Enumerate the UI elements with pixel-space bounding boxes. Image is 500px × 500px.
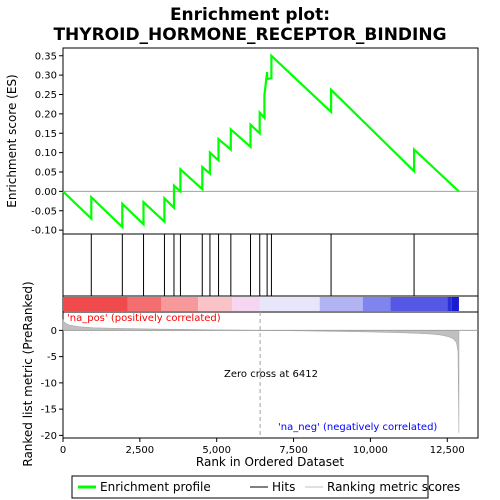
x-axis-label: Rank in Ordered Dataset	[196, 455, 344, 469]
legend-hits-label: Hits	[272, 480, 295, 494]
metric-area	[62, 318, 460, 433]
es-tick-label: -0.10	[31, 226, 57, 237]
legend-metric-label: Ranking metric scores	[327, 480, 460, 494]
es-tick-label: -0.05	[31, 206, 57, 217]
metric-layer	[62, 312, 478, 438]
chart-title-line1: Enrichment plot:	[170, 5, 330, 25]
ranked-bar-segment	[390, 297, 448, 311]
ranked-bar-segment	[362, 297, 391, 311]
ranked-bar-layer	[63, 297, 459, 311]
es-tick-label: 0.35	[35, 51, 57, 62]
metric-tick-label: -20	[41, 431, 57, 442]
ranked-bar-segment	[63, 297, 128, 311]
es-tick-label: 0.30	[35, 71, 57, 82]
x-tick-label: 12,500	[430, 445, 465, 456]
x-tick-label: 0	[60, 445, 66, 456]
legend-profile-label: Enrichment profile	[100, 480, 211, 494]
axes-layer: -0.10 -0.05 0.00 0.05 0.10 0.15 0.20 0.25 0.30 0.…	[31, 51, 465, 456]
chart-title-line2: THYROID_HORMONE_RECEPTOR_BINDING	[53, 25, 446, 45]
ranked-bar-segment	[161, 297, 199, 311]
neg-correlated-label: 'na_neg' (negatively correlated)	[278, 422, 437, 433]
es-tick-label: 0.20	[35, 109, 57, 120]
metric-tick-label: -10	[41, 378, 57, 389]
ranked-bar-segment	[198, 297, 233, 311]
es-tick-label: 0.05	[35, 168, 57, 179]
ranked-bar-segment	[232, 297, 261, 311]
es-tick-label: 0.25	[35, 90, 57, 101]
ranked-bar-segment	[451, 297, 459, 311]
es-tick-label: 0.00	[35, 187, 57, 198]
hits-layer	[90, 234, 415, 296]
ranked-bar-segment	[260, 297, 320, 311]
x-tick-label: 5,000	[202, 445, 231, 456]
metric-axis-label: Ranked list metric (PreRanked)	[21, 281, 35, 466]
metric-panel-frame	[62, 311, 479, 439]
hits-panel-frame	[62, 233, 479, 297]
zero-cross-label: Zero cross at 6412	[224, 369, 318, 380]
ranked-bar-segment	[447, 297, 452, 311]
es-axis-label: Enrichment score (ES)	[5, 74, 19, 207]
x-tick-label: 2,500	[126, 445, 155, 456]
x-tick-label: 7,500	[279, 445, 308, 456]
x-tick-label: 10,000	[353, 445, 388, 456]
es-layer	[62, 53, 478, 230]
metric-tick-label: -5	[47, 352, 57, 363]
es-profile-line	[62, 53, 460, 230]
metric-tick-label: 0	[51, 326, 57, 337]
ranked-bar-segment	[319, 297, 363, 311]
metric-tick-label: -15	[41, 405, 57, 416]
es-tick-label: 0.15	[35, 129, 57, 140]
ranked-bar-segment	[127, 297, 162, 311]
es-tick-label: 0.10	[35, 148, 57, 159]
pos-correlated-label: 'na_pos' (positively correlated)	[67, 313, 221, 324]
